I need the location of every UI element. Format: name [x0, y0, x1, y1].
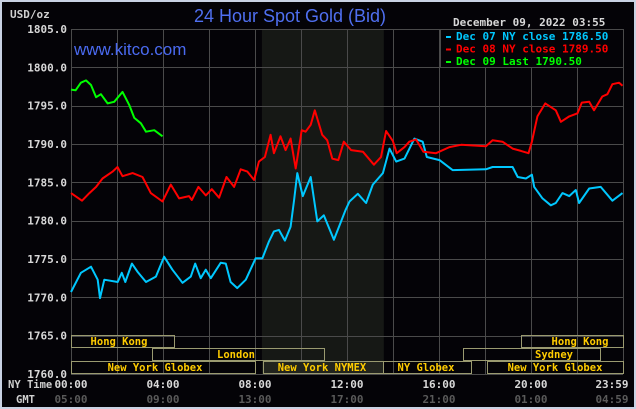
- y-tick-label: 1765.0: [27, 330, 67, 343]
- y-tick-label: 1780.0: [27, 215, 67, 228]
- timestamp: December 09, 2022 03:55: [453, 16, 605, 29]
- trading-sessions: Hong Kong London New York Globex New Yor…: [71, 335, 624, 374]
- legend-swatch: [446, 48, 451, 51]
- kitco-watermark: www.kitco.com: [73, 40, 186, 59]
- session-ny-globex-2-label: New York Globex: [508, 362, 604, 374]
- session-sydney-bar: [463, 348, 601, 361]
- chart-title: 24 Hour Spot Gold (Bid): [194, 6, 386, 26]
- price-series: [70, 79, 624, 300]
- x-tick-label-ny: 23:59: [595, 378, 628, 391]
- y-tick-label: 1800.0: [27, 61, 67, 74]
- x-tick-label-ny: 08:00: [238, 378, 271, 391]
- session-ny-globex-short-bar: [383, 361, 472, 374]
- y-tick-label: 1760.0: [27, 368, 67, 381]
- series-line-3: [70, 79, 164, 138]
- session-london-label: London: [217, 349, 255, 361]
- session-hong-kong-2-label: Hong Kong: [552, 336, 609, 348]
- y-tick-label: 1795.0: [27, 100, 67, 113]
- session-london-bar: [152, 348, 325, 361]
- x-tick-label-ny: 20:00: [514, 378, 547, 391]
- session-ny-globex-bar: [71, 361, 256, 374]
- x-tick-label-ny: 00:00: [54, 378, 87, 391]
- unit-label: USD/oz: [10, 8, 50, 21]
- session-hong-kong-2-bar: [521, 335, 624, 348]
- gmt-row-label: GMT: [16, 394, 35, 406]
- x-tick-label-gmt: 01:00: [514, 393, 547, 406]
- y-tick-label: 1770.0: [27, 291, 67, 304]
- y-axis-ticks: 1805.0 1800.0 1795.0 1790.0 1785.0 1780.0 1775…: [27, 23, 67, 381]
- session-ny-globex-label: New York Globex: [108, 362, 204, 374]
- series-line-2: [70, 81, 624, 203]
- session-ny-nymex-label: New York NYMEX: [278, 362, 367, 374]
- session-ny-globex-short-label: NY Globex: [398, 362, 456, 374]
- x-tick-label-gmt: 05:00: [54, 393, 87, 406]
- x-tick-label-ny: 16:00: [422, 378, 455, 391]
- session-sydney-label: Sydney: [535, 349, 574, 361]
- legend-swatch: [446, 36, 451, 38]
- x-tick-label-gmt: 04:59: [595, 393, 628, 406]
- ny-time-row-label: NY Time: [8, 379, 52, 391]
- legend-entry: Dec 08 NY close 1789.50: [456, 43, 608, 56]
- x-tick-label-gmt: 17:00: [330, 393, 363, 406]
- legend-entry: Dec 07 NY close 1786.50: [456, 30, 608, 43]
- session-ny-globex-2-bar: [487, 361, 624, 374]
- y-tick-label: 1775.0: [27, 253, 67, 266]
- y-tick-label: 1805.0: [27, 23, 67, 36]
- y-tick-label: 1785.0: [27, 176, 67, 189]
- session-hong-kong-label: Hong Kong: [91, 336, 148, 348]
- x-axis-ticks: 00:00 04:00 08:00 12:00 16:00 20:00 23:59 05:00…: [54, 378, 628, 406]
- y-tick-label: 1790.0: [27, 138, 67, 151]
- x-tick-label-ny: 04:00: [146, 378, 179, 391]
- legend-box: [440, 29, 624, 68]
- series-line-1: [70, 137, 624, 300]
- legend-entry: Dec 09 Last 1790.50: [456, 55, 582, 68]
- x-tick-label-ny: 12:00: [330, 378, 363, 391]
- x-tick-label-gmt: 13:00: [238, 393, 271, 406]
- x-tick-label-gmt: 09:00: [146, 393, 179, 406]
- legend-swatch: [446, 61, 451, 63]
- session-hong-kong-bar: [71, 335, 175, 348]
- x-tick-label-gmt: 21:00: [422, 393, 455, 406]
